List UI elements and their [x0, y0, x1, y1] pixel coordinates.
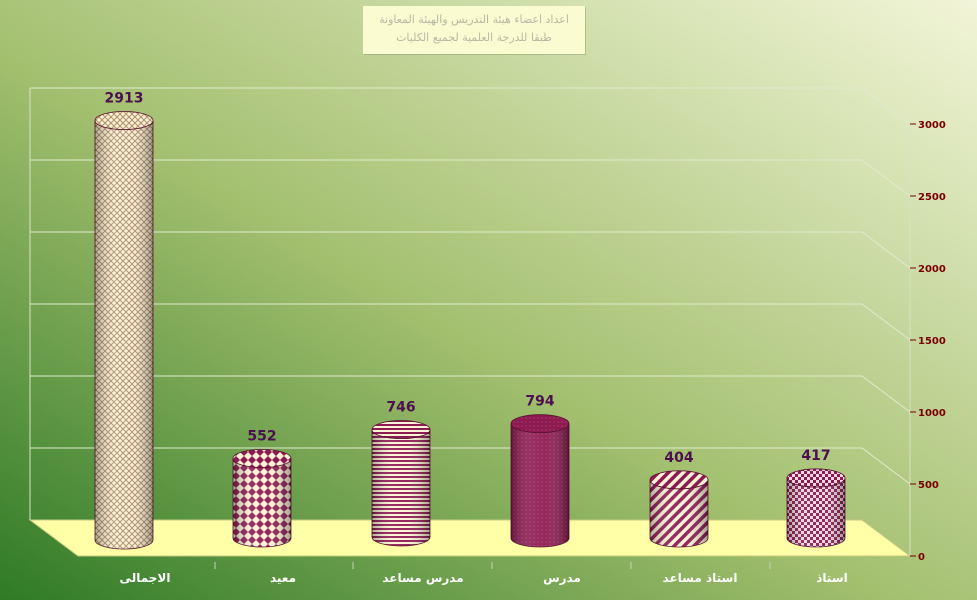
category-labels: الاجمالى معيد مدرس مساعد مدرس استاذ مساعد است…	[120, 562, 848, 585]
category-label: استاذ مساعد	[663, 571, 738, 585]
value-label: 404	[664, 450, 693, 466]
value-label: 794	[525, 394, 554, 410]
bar-top	[94, 111, 154, 130]
gridline-side	[861, 159, 911, 197]
chart-title: اعداد اعضاء هيئة التدريس والهيئة المعاون…	[363, 6, 585, 54]
value-label: 552	[247, 429, 276, 445]
gridline-side	[861, 87, 911, 125]
bar	[232, 449, 292, 548]
bar-shading	[95, 120, 153, 549]
category-label: مدرس	[543, 571, 581, 585]
gridline-side	[861, 447, 911, 485]
y-tick-label: 1500	[918, 336, 946, 347]
category-label: الاجمالى	[120, 571, 171, 585]
category-label: استاذ	[816, 571, 847, 585]
bar	[510, 414, 570, 548]
category-label: مدرس مساعد	[382, 571, 463, 585]
bar	[649, 470, 709, 548]
chart-title-line-1: اعداد اعضاء هيئة التدريس والهيئة المعاون…	[379, 13, 569, 26]
bar-shading	[372, 429, 430, 546]
y-tick-label: 2000	[918, 264, 946, 275]
bar-shading	[233, 458, 291, 547]
value-labels: 2913 552 746 794 404 417	[105, 91, 831, 466]
y-tick-label: 0	[918, 552, 925, 563]
bar	[94, 111, 154, 550]
value-label: 417	[801, 448, 830, 464]
bar-top	[371, 420, 431, 439]
bar-top	[649, 470, 709, 490]
bar-top	[232, 449, 292, 468]
bar-shading	[511, 423, 569, 547]
y-axis-ticks: 0 500 1000 1500 2000 2500 3000	[910, 120, 946, 563]
chart-title-line-2: طبقا للدرجة العلمية لجميع الكليات	[396, 31, 552, 44]
y-tick-label: 1000	[918, 408, 946, 419]
bars	[94, 111, 846, 550]
category-label: معيد	[270, 571, 296, 585]
chart-floor	[28, 519, 912, 557]
y-tick-label: 3000	[918, 120, 946, 131]
bar-shading	[650, 479, 708, 547]
gridline-side	[861, 375, 911, 413]
bar	[786, 468, 846, 548]
value-label: 2913	[105, 91, 144, 107]
bar	[371, 420, 431, 547]
bar-shading	[787, 477, 845, 547]
y-tick-label: 500	[918, 480, 939, 491]
gridline-side	[861, 231, 911, 269]
bar-top	[510, 414, 570, 434]
y-tick-label: 2500	[918, 192, 946, 203]
bar-top	[786, 468, 846, 488]
gridlines	[30, 87, 911, 485]
gridline-side	[861, 303, 911, 341]
value-label: 746	[386, 400, 415, 416]
